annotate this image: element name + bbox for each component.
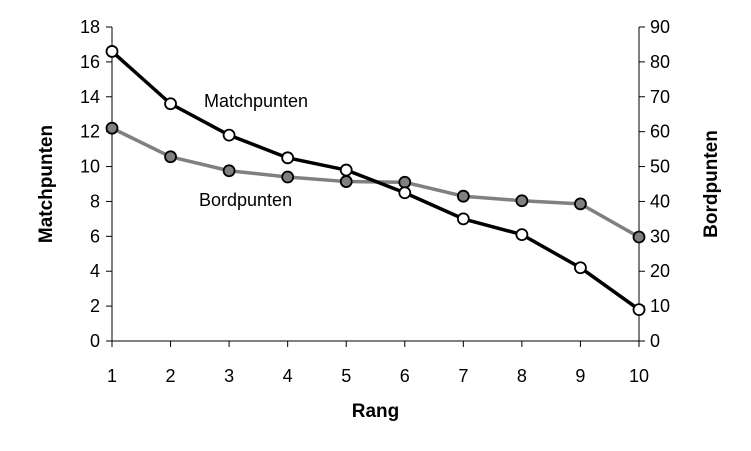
data-point-matchpunten bbox=[456, 212, 470, 226]
left-y-tick-label: 16 bbox=[80, 52, 100, 72]
x-tick-label: 8 bbox=[517, 366, 527, 386]
data-point-matchpunten bbox=[164, 97, 177, 111]
x-tick-label: 2 bbox=[166, 366, 176, 386]
data-point-matchpunten bbox=[398, 186, 412, 200]
data-point-matchpunten bbox=[222, 128, 236, 142]
right-y-axis-title: Bordpunten bbox=[701, 130, 722, 238]
right-y-tick-label: 50 bbox=[650, 157, 670, 177]
left-y-tick-label: 8 bbox=[90, 191, 100, 211]
left-y-tick-label: 12 bbox=[80, 122, 100, 142]
x-tick-label: 10 bbox=[629, 366, 649, 386]
right-y-tick-label: 20 bbox=[650, 261, 670, 281]
right-y-tick-label: 90 bbox=[650, 17, 670, 37]
right-y-tick-label: 30 bbox=[650, 226, 670, 246]
series-line-matchpunten bbox=[110, 50, 641, 312]
left-y-tick-label: 18 bbox=[80, 17, 100, 37]
axes bbox=[111, 27, 640, 342]
data-point-bordpunten bbox=[281, 170, 295, 184]
data-point-matchpunten bbox=[515, 228, 529, 241]
data-point-bordpunten bbox=[515, 194, 529, 208]
right-y-tick-label: 10 bbox=[650, 296, 670, 316]
x-tick-label: 5 bbox=[341, 366, 351, 386]
data-point-bordpunten bbox=[398, 175, 412, 189]
left-y-tick-label: 6 bbox=[90, 226, 100, 246]
data-point-bordpunten bbox=[339, 175, 353, 188]
right-y-tick-label: 0 bbox=[650, 331, 660, 351]
x-tick-label: 7 bbox=[458, 366, 468, 386]
series-label-bordpunten: Bordpunten bbox=[199, 190, 292, 210]
left-y-tick-label: 10 bbox=[80, 157, 100, 177]
data-point-matchpunten bbox=[632, 303, 646, 317]
x-tick-label: 6 bbox=[400, 366, 410, 386]
data-point-matchpunten bbox=[105, 45, 119, 58]
left-y-tick-label: 2 bbox=[90, 296, 100, 316]
data-point-bordpunten bbox=[574, 197, 587, 211]
data-point-matchpunten bbox=[281, 151, 295, 165]
data-point-matchpunten bbox=[339, 163, 353, 177]
series-layer bbox=[105, 45, 646, 317]
x-tick-label: 9 bbox=[575, 366, 585, 386]
data-point-bordpunten bbox=[222, 164, 236, 178]
left-y-tick-label: 14 bbox=[80, 87, 100, 107]
data-point-matchpunten bbox=[574, 261, 587, 275]
data-point-bordpunten bbox=[164, 150, 177, 164]
left-y-tick-label: 4 bbox=[90, 261, 100, 281]
data-point-bordpunten bbox=[456, 189, 470, 203]
x-tick-label: 4 bbox=[283, 366, 293, 386]
x-tick-label: 1 bbox=[107, 366, 117, 386]
left-y-axis-title: Matchpunten bbox=[36, 125, 57, 243]
right-y-tick-label: 40 bbox=[650, 191, 670, 211]
right-y-tick-label: 60 bbox=[650, 122, 670, 142]
data-point-bordpunten bbox=[105, 121, 119, 135]
right-y-tick-label: 70 bbox=[650, 87, 670, 107]
x-axis-title: Rang bbox=[352, 401, 400, 422]
right-y-tick-label: 80 bbox=[650, 52, 670, 72]
x-tick-label: 3 bbox=[224, 366, 234, 386]
data-point-bordpunten bbox=[632, 230, 646, 244]
series-label-matchpunten: Matchpunten bbox=[204, 91, 308, 111]
left-y-tick-label: 0 bbox=[90, 331, 100, 351]
